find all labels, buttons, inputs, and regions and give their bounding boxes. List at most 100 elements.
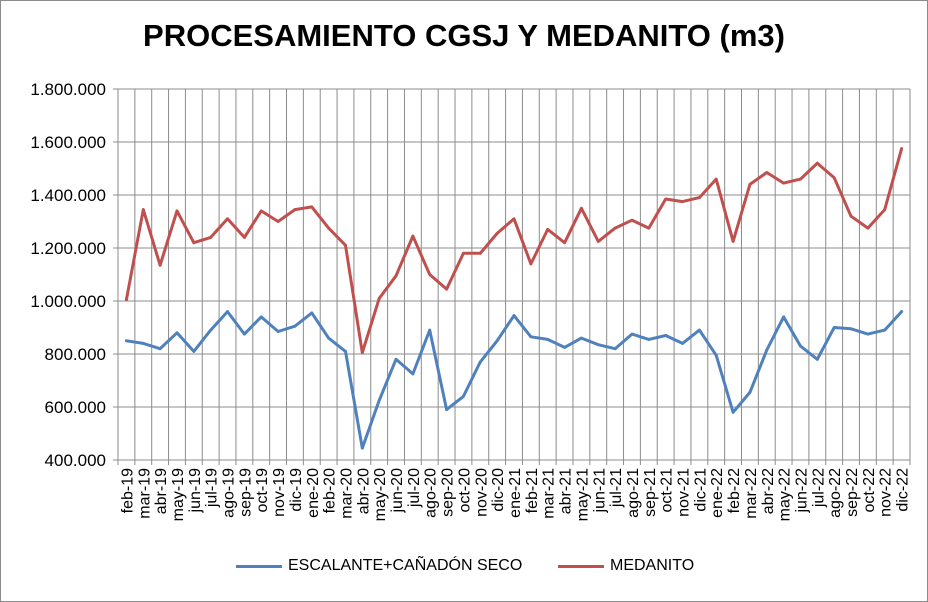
x-tick-label: ago-19 — [221, 468, 238, 518]
x-tick-label: ene-22 — [709, 468, 726, 518]
data-point — [529, 335, 533, 339]
data-point — [242, 236, 246, 239]
legend-swatch-escalante — [236, 564, 282, 568]
data-point — [175, 331, 179, 335]
x-tick-label: mar-20 — [338, 468, 355, 519]
data-point — [276, 220, 280, 223]
data-point — [529, 262, 533, 266]
data-point — [630, 332, 634, 336]
data-point — [259, 315, 263, 319]
x-tick-label: sep-20 — [440, 468, 457, 517]
data-point — [209, 328, 213, 332]
x-tick-label: sep-19 — [237, 468, 254, 517]
data-point — [596, 343, 600, 347]
data-point — [731, 239, 735, 243]
y-tick-label: 1.400.000 — [30, 186, 106, 205]
chart-title: PROCESAMIENTO CGSJ Y MEDANITO (m3) — [143, 18, 785, 53]
data-point — [226, 217, 229, 221]
y-tick-label: 1.000.000 — [30, 292, 106, 311]
data-point — [731, 410, 735, 414]
x-tick-label: may-20 — [372, 468, 389, 521]
x-tick-label: mar-21 — [541, 468, 558, 519]
x-tick-label: ago-22 — [827, 468, 844, 518]
legend-item-medanito: MEDANITO — [558, 557, 694, 575]
data-point — [512, 217, 516, 221]
data-point — [293, 324, 297, 328]
data-point — [276, 330, 280, 333]
x-tick-label: jul-19 — [204, 468, 221, 508]
data-point — [883, 208, 887, 211]
data-point — [832, 176, 836, 180]
data-point — [799, 177, 802, 181]
x-tick-label: dic-21 — [692, 468, 709, 512]
data-point — [158, 347, 162, 351]
data-point — [647, 226, 651, 230]
data-point — [883, 328, 887, 332]
data-point — [697, 328, 701, 332]
y-tick-label: 1.200.000 — [30, 239, 106, 258]
data-point — [141, 342, 145, 345]
x-tick-label: ago-20 — [423, 468, 440, 518]
data-point — [866, 226, 870, 230]
data-point — [714, 353, 718, 357]
x-tick-label: nov-22 — [878, 468, 895, 517]
data-point — [630, 218, 634, 222]
data-point — [411, 372, 415, 376]
data-point — [428, 273, 432, 276]
data-point — [782, 181, 786, 185]
data-point — [546, 228, 550, 231]
data-point — [327, 226, 331, 230]
data-point — [310, 311, 314, 315]
data-point — [748, 391, 752, 394]
x-tick-label: abr-19 — [153, 468, 170, 514]
x-tick-label: sep-21 — [642, 468, 659, 517]
data-point — [462, 395, 465, 398]
data-point — [478, 251, 482, 255]
data-point — [360, 446, 364, 450]
data-point — [495, 232, 499, 235]
data-point — [563, 241, 566, 245]
data-point — [175, 209, 179, 213]
data-point — [125, 339, 128, 343]
x-tick-label: may-22 — [777, 468, 794, 521]
y-tick-label: 600.000 — [45, 398, 106, 417]
data-point — [445, 287, 448, 291]
y-tick-label: 400.000 — [45, 451, 106, 470]
x-tick-label: ene-20 — [305, 468, 322, 518]
x-tick-label: dic-22 — [895, 468, 912, 512]
data-point — [327, 336, 331, 340]
data-point — [613, 347, 617, 351]
x-tick-label: abr-22 — [760, 468, 777, 514]
x-tick-label: may-19 — [170, 468, 187, 521]
data-point — [866, 332, 870, 336]
data-point — [697, 196, 701, 200]
x-tick-label: mar-22 — [743, 468, 760, 519]
data-point — [242, 332, 246, 336]
y-tick-label: 1.600.000 — [30, 133, 106, 152]
data-point — [799, 344, 802, 348]
data-point — [832, 326, 836, 329]
legend-label-escalante: ESCALANTE+CAÑADÓN SECO — [288, 557, 523, 574]
data-point — [647, 338, 651, 341]
data-point — [411, 234, 415, 238]
x-tick-label: abr-21 — [558, 468, 575, 514]
data-point — [141, 208, 145, 211]
data-point — [596, 239, 600, 243]
x-tick-label: dic-19 — [288, 468, 305, 512]
data-point — [815, 357, 819, 361]
data-point — [360, 351, 364, 355]
data-point — [613, 226, 617, 230]
data-point — [546, 338, 550, 341]
data-point — [158, 263, 162, 267]
x-tick-label: jul-20 — [406, 468, 423, 508]
data-point — [192, 349, 196, 353]
data-point — [900, 310, 903, 313]
data-point — [209, 236, 213, 239]
data-point — [580, 336, 583, 340]
data-point — [900, 147, 903, 151]
x-tick-label: feb-21 — [524, 468, 541, 513]
data-point — [782, 315, 786, 319]
data-point — [849, 214, 853, 218]
data-point — [512, 314, 516, 317]
x-tick-label: ago-21 — [625, 468, 642, 518]
